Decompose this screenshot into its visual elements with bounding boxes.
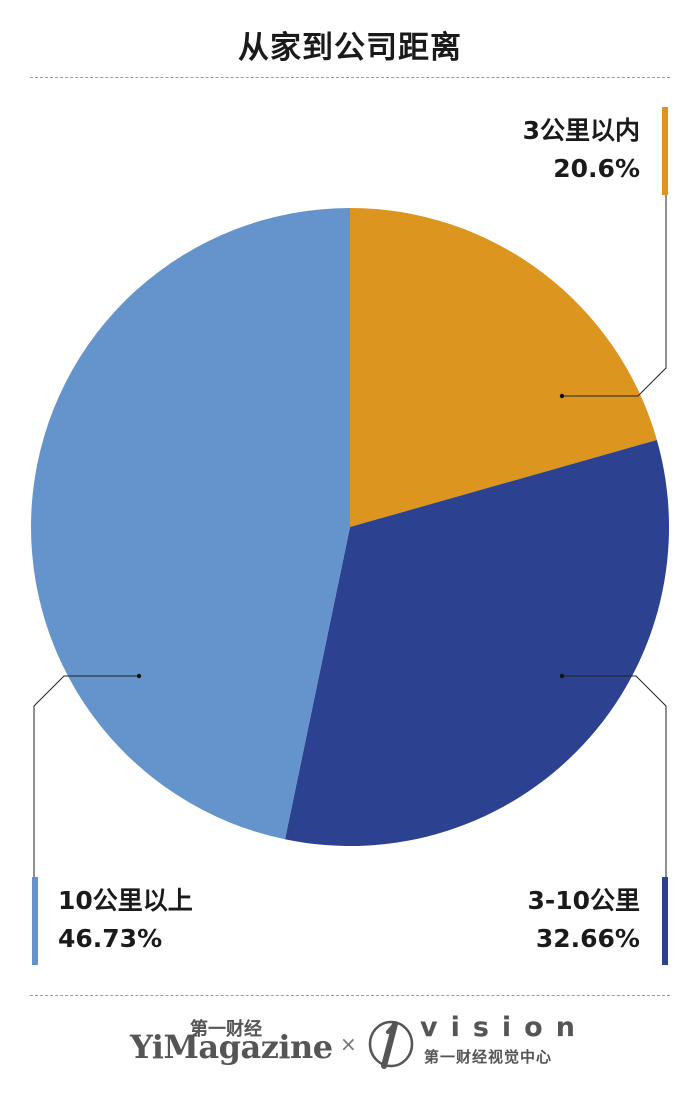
vision-logo-icon bbox=[368, 1020, 414, 1069]
slice-2-name: 10公里以上 bbox=[58, 886, 193, 915]
slice-1-percent: 32.66% bbox=[535, 924, 640, 953]
footer: 第一财经 YiMagazine × vision 第一财经视觉中心 bbox=[0, 1010, 700, 1090]
slice-2-percent: 46.73% bbox=[58, 924, 163, 953]
slice-label-1: 3-10公里 32.66% bbox=[527, 882, 640, 958]
pie-chart bbox=[30, 195, 669, 877]
leader-line-0 bbox=[562, 195, 667, 397]
slice-0-percent: 20.6% bbox=[553, 154, 640, 183]
slice-label-2: 10公里以上 46.73% bbox=[58, 882, 193, 958]
slice-1-color-bar bbox=[662, 877, 668, 965]
top-divider bbox=[30, 77, 670, 78]
slice-2-color-bar bbox=[32, 877, 38, 965]
brand-logo-yimagazine: YiMagazine bbox=[130, 1028, 333, 1066]
vision-subtitle: 第一财经视觉中心 bbox=[424, 1048, 553, 1066]
pie-slice-0 bbox=[350, 208, 657, 527]
leader-dot-0 bbox=[559, 393, 565, 399]
chart-title: 从家到公司距离 bbox=[238, 30, 462, 66]
pie-slice-2 bbox=[30, 208, 351, 840]
separator-x: × bbox=[340, 1032, 357, 1056]
slice-label-0: 3公里以内 20.6% bbox=[523, 112, 640, 188]
leader-line-2 bbox=[33, 675, 139, 877]
leader-dot-1 bbox=[559, 673, 565, 679]
leader-dot-2 bbox=[136, 673, 142, 679]
pie-slice-1 bbox=[285, 439, 669, 846]
bottom-divider bbox=[30, 995, 670, 996]
slice-1-name: 3-10公里 bbox=[527, 886, 640, 915]
vision-word: vision bbox=[420, 1012, 588, 1043]
leader-line-1 bbox=[562, 675, 667, 877]
slice-0-name: 3公里以内 bbox=[522, 116, 640, 145]
slice-0-color-bar bbox=[662, 107, 668, 195]
brand-top-text: 第一财经 bbox=[190, 1019, 262, 1040]
